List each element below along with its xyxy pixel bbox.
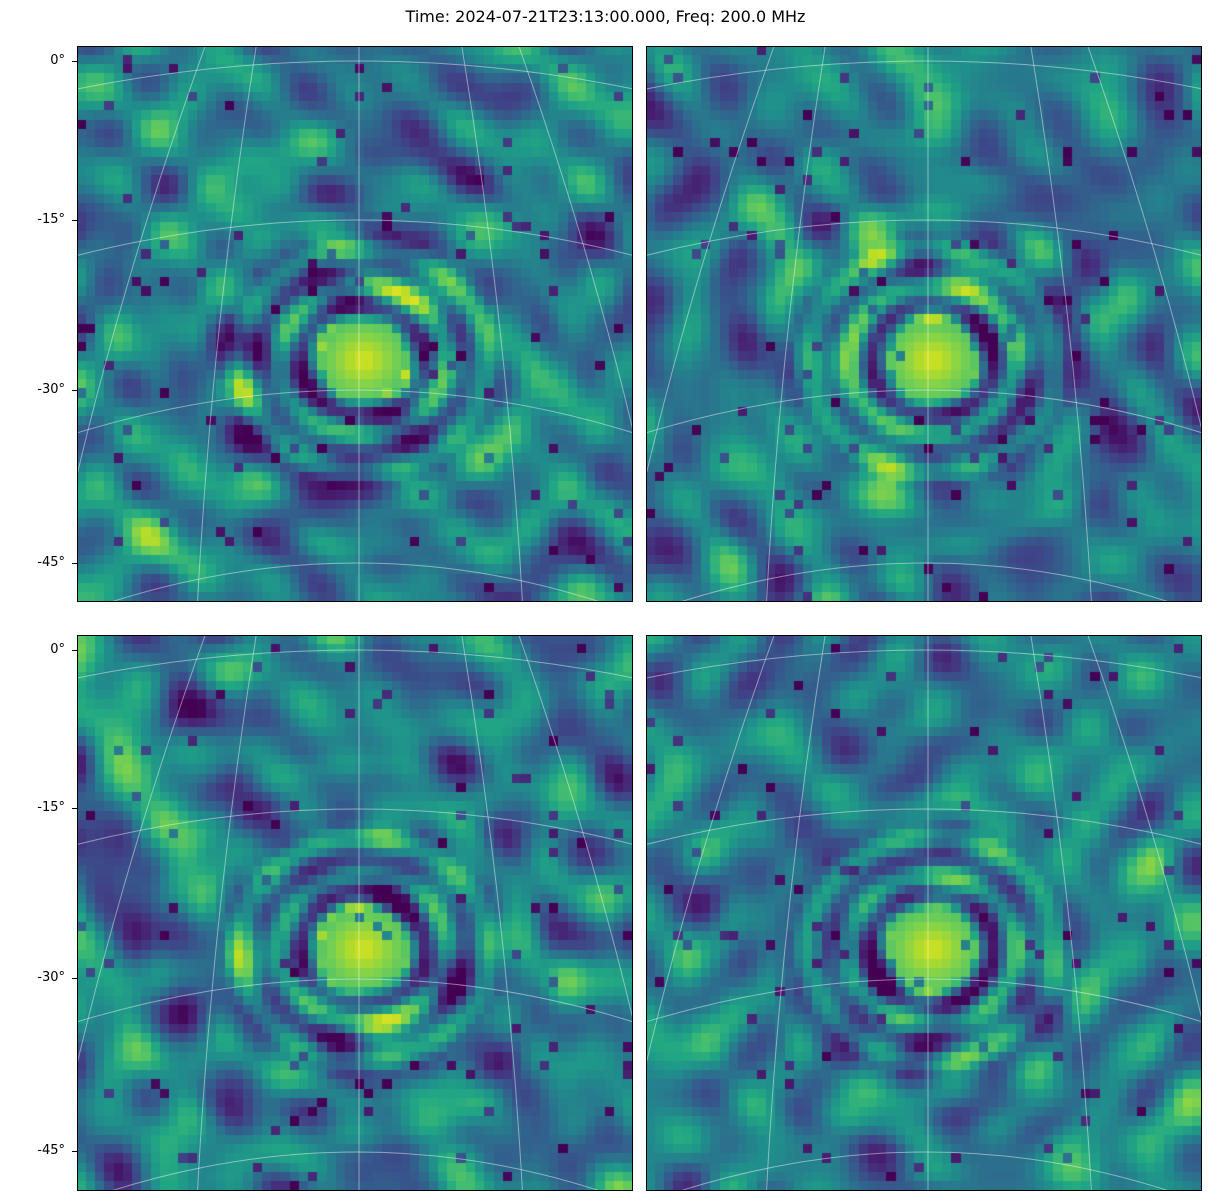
ytick-label-0: 0°: [50, 53, 65, 68]
right-ascension-gridline: [1030, 635, 1092, 1191]
ytick-label-30: -30°: [37, 382, 65, 397]
heatmap-panel-top-right: [646, 46, 1202, 602]
ytick-mark: [72, 650, 77, 651]
coordinate-grid: [77, 46, 633, 602]
heatmap-image: [646, 46, 1202, 602]
heatmap-panel-top-left: [77, 46, 633, 602]
ytick-label-45: -45°: [37, 1143, 65, 1158]
declination-gridline: [109, 1151, 602, 1191]
right-ascension-gridline: [197, 46, 257, 602]
figure-title: Time: 2024-07-21T23:13:00.000, Freq: 200…: [405, 7, 806, 26]
axes-frame: [646, 46, 1202, 602]
axes-frame: [77, 46, 633, 602]
right-ascension-gridline: [1087, 46, 1202, 433]
heatmap-panel-bottom-left: [77, 635, 633, 1191]
ytick-mark: [72, 61, 77, 62]
declination-gridline: [109, 562, 602, 602]
ytick-mark: [72, 220, 77, 221]
declination-gridline: [646, 60, 1202, 90]
right-ascension-gridline: [77, 635, 206, 1067]
declination-gridline: [646, 649, 1202, 679]
declination-gridline: [646, 808, 1202, 846]
ytick-mark: [72, 563, 77, 564]
declination-gridline: [77, 978, 633, 1023]
ytick-mark: [72, 390, 77, 391]
right-ascension-gridline: [766, 46, 826, 602]
declination-gridline: [646, 389, 1202, 434]
right-ascension-gridline: [1030, 46, 1092, 602]
right-ascension-gridline: [197, 635, 257, 1191]
heatmap-panel-bottom-right: [646, 635, 1202, 1191]
declination-gridline: [77, 389, 633, 434]
declination-gridline: [646, 219, 1202, 257]
declination-gridline: [678, 562, 1171, 602]
axes-frame: [77, 635, 633, 1191]
declination-gridline: [77, 649, 633, 679]
coordinate-grid: [646, 635, 1202, 1191]
ytick-mark: [72, 808, 77, 809]
right-ascension-gridline: [646, 46, 775, 478]
right-ascension-gridline: [518, 635, 633, 1022]
right-ascension-gridline: [766, 635, 826, 1191]
right-ascension-gridline: [518, 46, 633, 433]
heatmap-image: [77, 635, 633, 1191]
ytick-label-15: -15°: [37, 800, 65, 815]
declination-gridline: [77, 60, 633, 90]
right-ascension-gridline: [461, 635, 523, 1191]
declination-gridline: [77, 808, 633, 846]
ytick-mark: [72, 978, 77, 979]
ytick-mark: [72, 1151, 77, 1152]
declination-gridline: [646, 978, 1202, 1023]
right-ascension-gridline: [646, 635, 775, 1067]
declination-gridline: [678, 1151, 1171, 1191]
ytick-label-45: -45°: [37, 555, 65, 570]
axes-frame: [646, 635, 1202, 1191]
heatmap-image: [77, 46, 633, 602]
ytick-label-30: -30°: [37, 970, 65, 985]
coordinate-grid: [77, 635, 633, 1191]
declination-gridline: [77, 219, 633, 257]
heatmap-image: [646, 635, 1202, 1191]
right-ascension-gridline: [77, 46, 206, 478]
ytick-label-0: 0°: [50, 642, 65, 657]
right-ascension-gridline: [461, 46, 523, 602]
coordinate-grid: [646, 46, 1202, 602]
ytick-label-15: -15°: [37, 212, 65, 227]
right-ascension-gridline: [1087, 635, 1202, 1022]
